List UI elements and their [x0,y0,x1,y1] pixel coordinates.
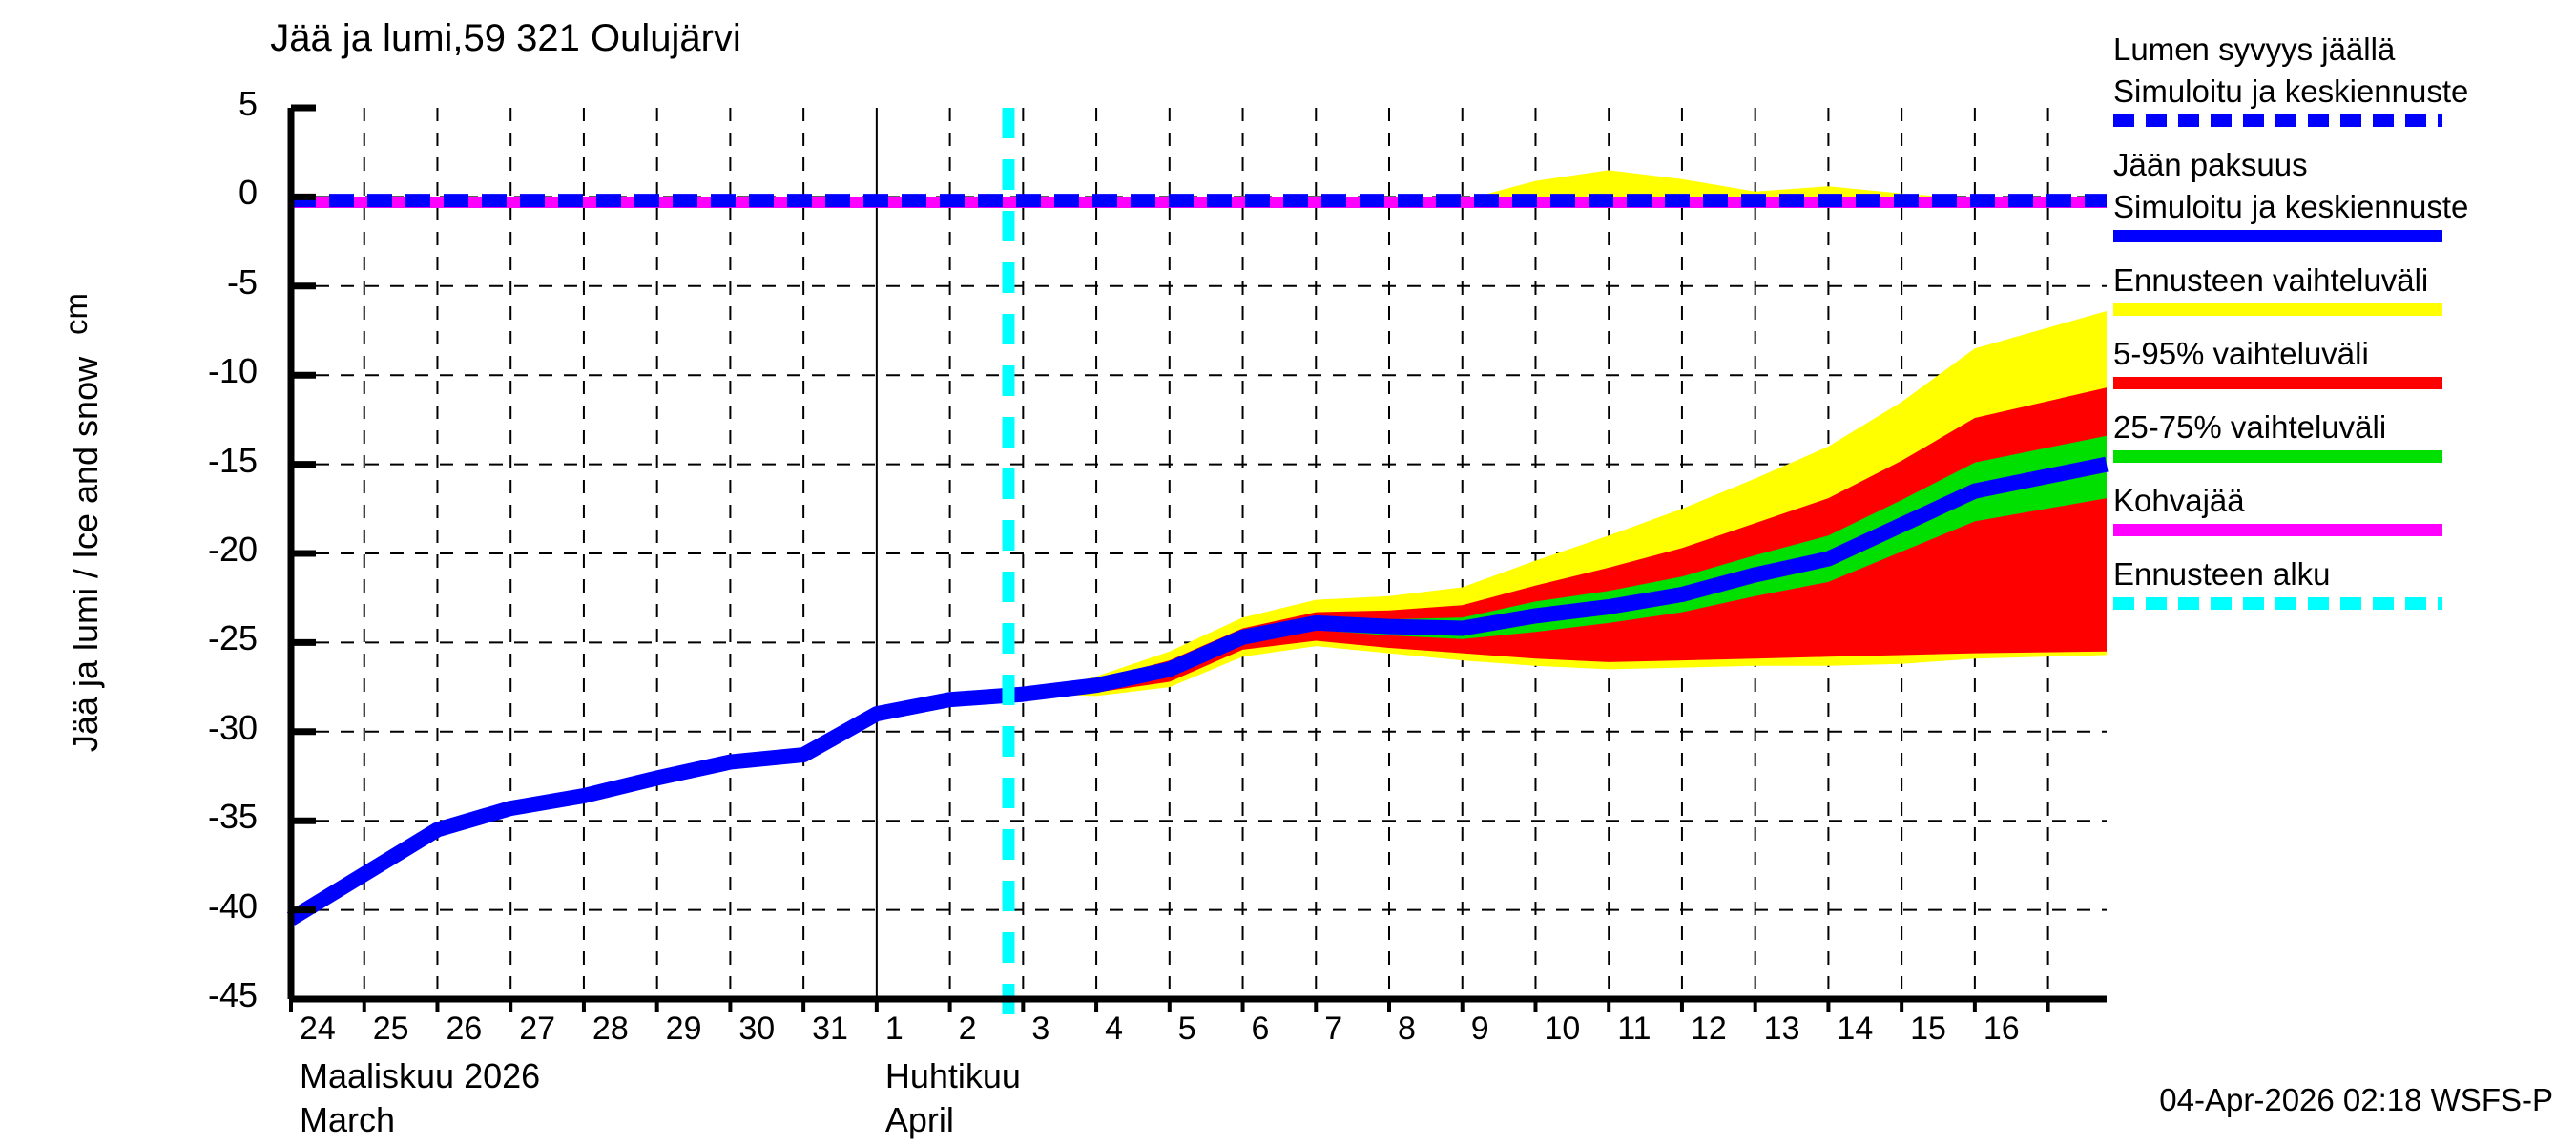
legend-label: Ennusteen vaihteluväli [2113,262,2429,298]
legend-swatch [2113,114,2442,127]
x-axis-tick-label: 4 [1105,1010,1123,1047]
x-axis-tick-label: 10 [1544,1010,1581,1047]
x-axis-tick-label: 27 [519,1010,556,1047]
x-axis-tick-label: 13 [1763,1010,1800,1047]
legend-label: 5-95% vaihteluväli [2113,336,2369,371]
x-axis-month2-fi: Huhtikuu [884,1056,1021,1095]
x-axis-tick-label: 15 [1910,1010,1946,1047]
x-axis-tick-label: 26 [446,1010,483,1047]
x-axis-tick-label: 11 [1617,1010,1652,1047]
legend-item: 25-75% vaihteluväli [2113,406,2571,463]
x-axis-tick-label: 30 [738,1010,776,1047]
legend-swatch [2113,450,2442,463]
legend-swatch [2113,597,2442,610]
y-axis-tick-label: -45 [207,975,258,1014]
legend-label: Lumen syvyys jäällä [2113,31,2396,67]
forecast-band [1023,387,2107,695]
x-axis-tick-label: 29 [665,1010,702,1047]
x-axis-tick-label: 1 [884,1010,904,1047]
y-axis-tick-label: -20 [207,530,258,569]
y-axis-tick-label: -35 [207,797,258,837]
x-axis-tick-label: 5 [1177,1010,1196,1047]
x-axis-tick-label: 3 [1031,1010,1050,1047]
y-axis-tick-label: -40 [207,885,258,926]
legend-sublabel: Simuloitu ja keskiennuste [2113,73,2469,109]
y-axis-tick-label: 0 [238,173,258,213]
legend-label: Ennusteen alku [2113,556,2331,592]
forecast-band [1023,170,2107,201]
y-axis-tick-label: -5 [226,261,258,302]
x-axis-tick-label: 9 [1470,1010,1489,1047]
x-axis-tick-label: 31 [812,1010,848,1047]
y-axis-tick-label: 5 [238,84,258,123]
chart-legend: Lumen syvyys jäällä Simuloitu ja keskienn… [2113,29,2571,627]
x-axis-month1-en: March [300,1100,396,1139]
legend-label: 25-75% vaihteluväli [2113,409,2387,445]
legend-item: Ennusteen vaihteluväli [2113,260,2571,316]
legend-swatch [2113,303,2442,316]
x-axis-tick-label: 7 [1324,1010,1343,1047]
x-axis-month2-en: April [884,1100,954,1139]
legend-item: 5-95% vaihteluväli [2113,333,2571,389]
x-axis-tick-label: 6 [1251,1010,1270,1047]
legend-item: Ennusteen alku [2113,553,2571,610]
x-axis-tick-label: 14 [1837,1010,1874,1047]
x-axis-tick-label: 8 [1398,1010,1416,1047]
y-axis-tick-label: -15 [207,440,258,480]
legend-swatch [2113,230,2442,242]
legend-swatch [2113,524,2442,536]
x-axis-tick-label: 2 [958,1010,977,1047]
legend-label: Kohvajää [2113,483,2245,518]
legend-item: Lumen syvyys jäällä Simuloitu ja keskienn… [2113,29,2571,127]
y-axis-tick-label: -30 [207,707,258,747]
x-axis-tick-label: 24 [300,1010,336,1047]
x-axis-tick-label: 16 [1983,1010,2020,1047]
x-axis-month1-fi: Maaliskuu 2026 [300,1056,541,1095]
ice-thickness-line [286,456,2109,926]
legend-item: Kohvajää [2113,480,2571,536]
legend-sublabel: Simuloitu ja keskiennuste [2113,189,2469,224]
y-axis-tick-label: -10 [207,351,258,391]
y-axis-tick-label: -25 [207,618,258,658]
x-axis-tick-label: 25 [372,1010,409,1047]
x-axis-tick-label: 28 [592,1010,629,1047]
legend-item: Jään paksuus Simuloitu ja keskiennuste [2113,144,2571,242]
x-axis-tick-label: 12 [1690,1010,1727,1047]
timestamp-footer: 04-Apr-2026 02:18 WSFS-P [2159,1082,2553,1117]
legend-swatch [2113,377,2442,389]
legend-label: Jään paksuus [2113,147,2308,182]
page-title: Jää ja lumi,59 321 Oulujärvi [270,17,741,59]
